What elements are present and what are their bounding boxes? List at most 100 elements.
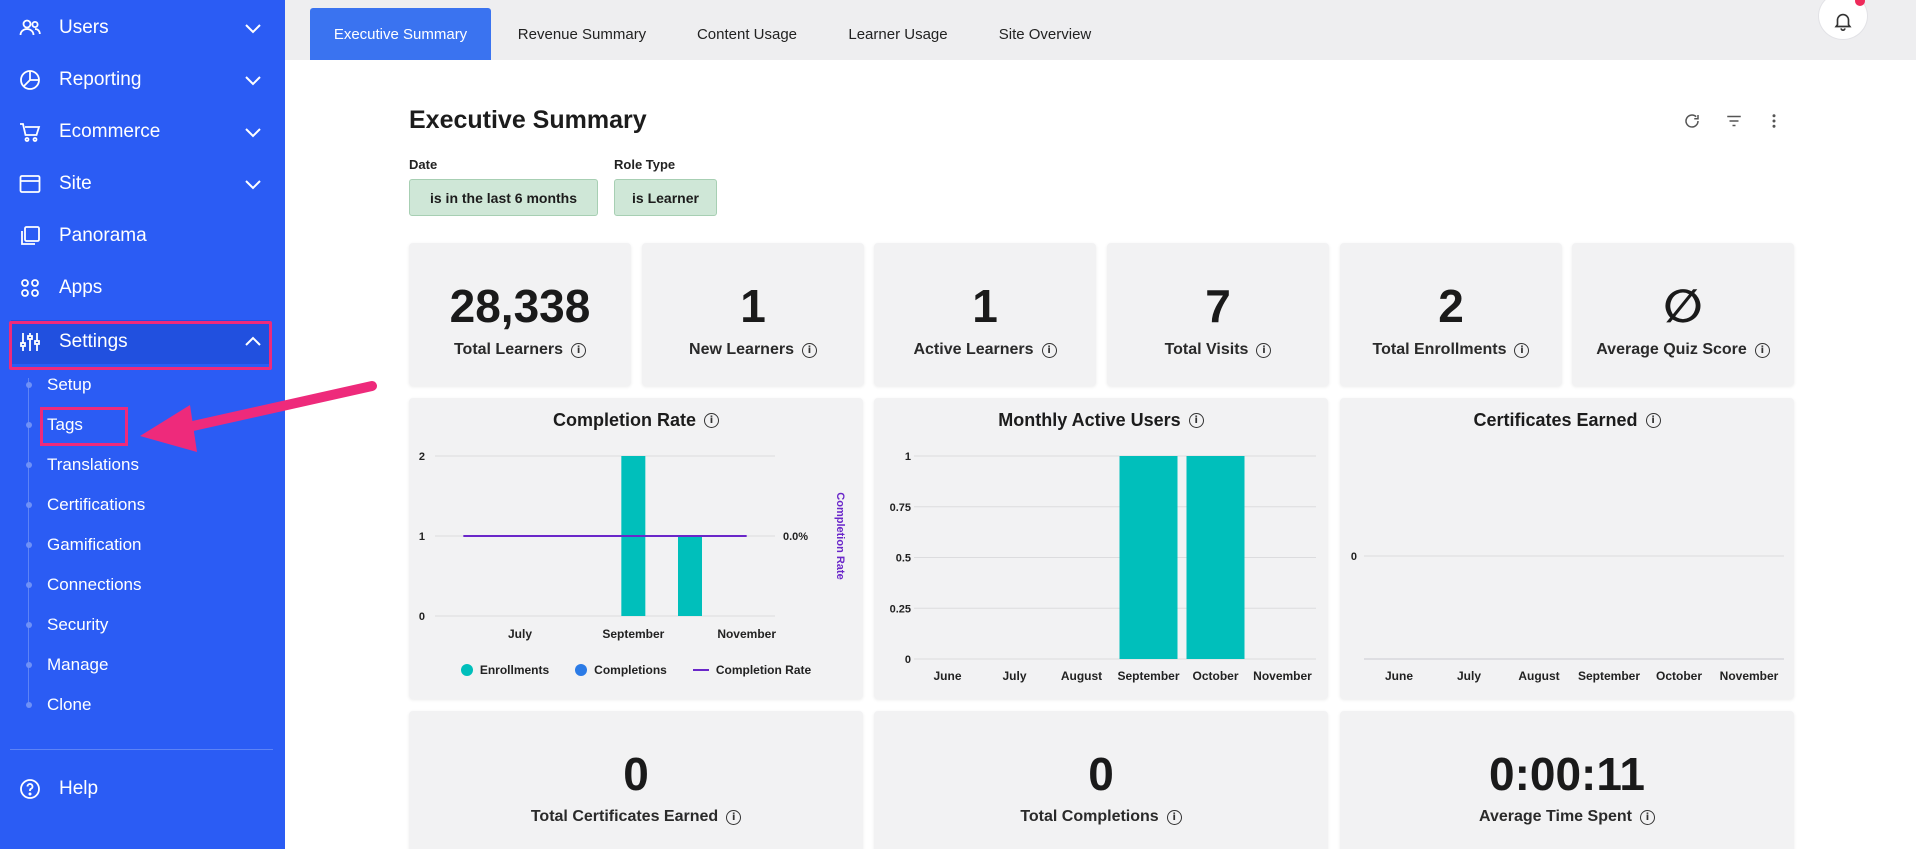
y-tick-label: 0.5: [896, 553, 911, 565]
x-tick-label: June: [1385, 669, 1413, 683]
legend-item-completion-rate: Completion Rate: [692, 663, 812, 677]
legend-swatch: [460, 664, 473, 676]
bell-icon: [1832, 10, 1854, 37]
kpi-card-total-certificates-earned: 0 Total Certificates Earned i: [409, 711, 863, 849]
submenu-item-manage[interactable]: Manage: [26, 650, 108, 680]
x-tick-label: July: [508, 627, 532, 641]
sidebar-item-label: Site: [59, 173, 92, 194]
submenu-item-gamification[interactable]: Gamification: [26, 530, 141, 560]
kpi-value: 2: [1438, 280, 1464, 332]
info-icon[interactable]: i: [1754, 342, 1770, 358]
sidebar-item-label: Users: [59, 17, 109, 38]
chart-title-text: Monthly Active Users: [998, 410, 1181, 430]
tab-site-overview[interactable]: Site Overview: [998, 25, 1092, 43]
sidebar-item-apps[interactable]: Apps: [0, 266, 270, 310]
browser-window-icon: [18, 172, 42, 196]
kpi-label-text: Total Visits: [1164, 341, 1249, 358]
chart-title-text: Completion Rate: [552, 410, 696, 430]
bullet-dot: [26, 542, 32, 548]
sidebar-item-help[interactable]: Help: [0, 767, 270, 811]
submenu-item-setup[interactable]: Setup: [26, 370, 91, 400]
notification-bell-button[interactable]: [1818, 0, 1868, 40]
tab-revenue-summary[interactable]: Revenue Summary: [517, 25, 647, 43]
chevron-down-icon: [242, 17, 264, 39]
more-vertical-icon[interactable]: [1763, 110, 1785, 132]
bullet-dot: [26, 502, 32, 508]
sidebar-item-panorama[interactable]: Panorama: [0, 214, 270, 258]
chart-title-text: Certificates Earned: [1473, 410, 1638, 430]
bar-active-users: [1119, 456, 1178, 659]
bullet-dot: [26, 702, 32, 708]
filter-label-role-type: Role Type: [614, 157, 676, 172]
info-icon[interactable]: i: [571, 342, 587, 358]
kpi-label: Total Visits i: [1107, 341, 1329, 359]
refresh-icon[interactable]: [1681, 110, 1703, 132]
tab-executive-summary[interactable]: Executive Summary: [310, 8, 491, 60]
sidebar-item-ecommerce[interactable]: Ecommerce: [0, 110, 270, 154]
submenu-item-label: Gamification: [47, 535, 142, 554]
legend-swatch: [692, 669, 709, 671]
info-icon[interactable]: i: [1188, 413, 1204, 428]
chevron-down-icon: [242, 173, 264, 195]
info-icon[interactable]: i: [1645, 413, 1661, 428]
chevron-down-icon: [242, 69, 264, 91]
x-tick-label: August: [1518, 669, 1559, 683]
x-tick-label: November: [1720, 669, 1779, 683]
tab-learner-usage[interactable]: Learner Usage: [848, 25, 948, 43]
info-icon[interactable]: i: [704, 413, 719, 428]
kpi-card-total-visits: 7 Total Visits i: [1107, 243, 1329, 386]
info-icon[interactable]: i: [726, 809, 742, 825]
legend-label: Completion Rate: [715, 663, 812, 677]
kpi-label-text: Average Quiz Score: [1596, 341, 1747, 358]
tab-bar: [285, 0, 1916, 60]
sidebar-item-reporting[interactable]: Reporting: [0, 58, 270, 102]
kpi-card-new-learners: 1 New Learners i: [642, 243, 864, 386]
info-icon[interactable]: i: [801, 342, 817, 358]
page-title: Executive Summary: [409, 106, 647, 134]
kpi-label-text: Total Certificates Earned: [530, 808, 719, 825]
info-icon[interactable]: i: [1041, 342, 1057, 358]
info-icon[interactable]: i: [1639, 809, 1655, 825]
filter-pill-date[interactable]: is in the last 6 months: [409, 179, 598, 216]
info-icon[interactable]: i: [1166, 809, 1182, 825]
info-icon[interactable]: i: [1514, 342, 1530, 358]
kpi-label: Average Quiz Score i: [1572, 341, 1794, 359]
info-icon[interactable]: i: [1256, 342, 1272, 358]
chevron-down-icon: [242, 121, 264, 143]
filter-icon[interactable]: [1723, 110, 1745, 132]
sidebar-item-settings[interactable]: Settings: [11, 320, 270, 364]
x-tick-label: November: [1253, 669, 1312, 683]
bar-active-users: [1186, 456, 1245, 659]
chart-title: Certificates Earned i: [1340, 410, 1794, 431]
annotation-arrow: [140, 381, 377, 452]
kpi-label: Total Completions i: [874, 808, 1328, 826]
notification-badge: [1855, 0, 1865, 6]
kpi-label: Total Learners i: [409, 341, 631, 359]
tab-content-usage[interactable]: Content Usage: [696, 25, 798, 43]
kpi-value: 0: [1088, 748, 1114, 800]
kpi-card-total-learners: 28,338 Total Learners i: [409, 243, 631, 386]
y-tick-label: 2: [419, 451, 425, 463]
y2-axis-label: Completion Rate: [834, 492, 846, 579]
submenu-item-certifications[interactable]: Certifications: [26, 490, 145, 520]
bar-enrollments: [678, 536, 702, 616]
sidebar-item-users[interactable]: Users: [0, 6, 270, 50]
submenu-item-security[interactable]: Security: [26, 610, 108, 640]
pie-chart-icon: [18, 68, 42, 92]
bullet-dot: [26, 662, 32, 668]
submenu-item-translations[interactable]: Translations: [26, 450, 139, 480]
kpi-label-text: Average Time Spent: [1479, 808, 1632, 825]
sidebar-item-site[interactable]: Site: [0, 162, 270, 206]
filter-label-date: Date: [409, 157, 438, 172]
submenu-item-clone[interactable]: Clone: [26, 690, 91, 720]
submenu-item-label: Translations: [47, 455, 139, 474]
legend-item-enrollments: Enrollments: [460, 663, 549, 677]
x-tick-label: September: [1578, 669, 1640, 683]
submenu-item-tags[interactable]: Tags: [26, 410, 83, 440]
sidebar-item-label: Ecommerce: [59, 121, 161, 142]
submenu-item-connections[interactable]: Connections: [26, 570, 142, 600]
sidebar-item-label: Apps: [59, 277, 103, 298]
filter-pill-role-type[interactable]: is Learner: [614, 179, 717, 216]
sidebar-item-label: Panorama: [59, 225, 147, 246]
kpi-card-average-time-spent: 0:00:11 Average Time Spent i: [1340, 711, 1794, 849]
